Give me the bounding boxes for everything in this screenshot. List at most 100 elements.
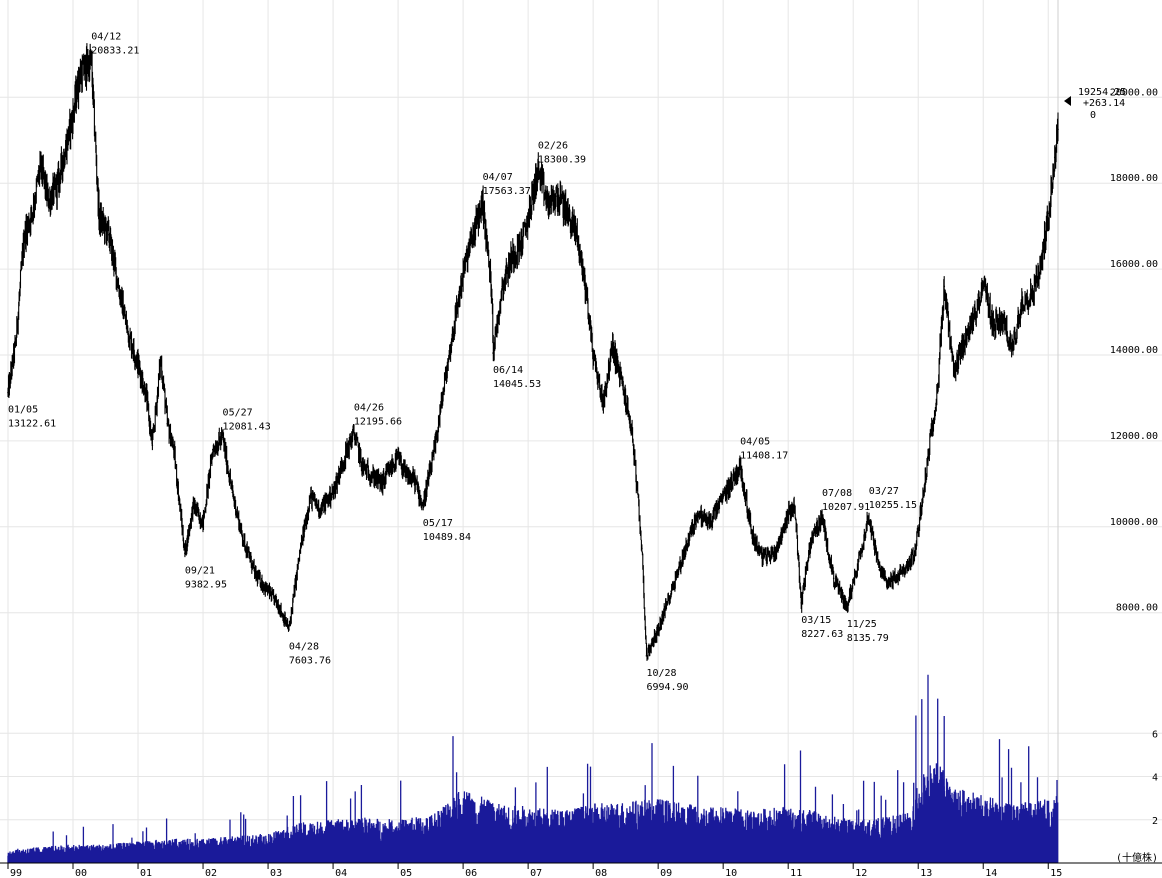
price-point <box>137 362 139 365</box>
price-point <box>491 298 494 300</box>
annotation-value: 7603.76 <box>289 656 331 667</box>
time-tick-label: 12 <box>855 868 867 878</box>
price-point <box>800 602 802 604</box>
price-series <box>7 43 1059 661</box>
time-tick-label: 10 <box>725 868 737 878</box>
price-point <box>868 515 870 517</box>
price-point <box>904 568 907 571</box>
price-point <box>332 491 334 494</box>
price-point <box>810 538 812 541</box>
price-point <box>1042 251 1044 253</box>
time-tick-label: 02 <box>205 868 217 878</box>
time-tick-label: 15 <box>1050 868 1062 878</box>
annotation-value: 10489.84 <box>423 532 471 543</box>
volume-axis: 2 4 6 (十億株) <box>1116 729 1158 864</box>
annotation-value: 10207.91 <box>822 502 870 513</box>
annotation-01-05: 01/05 13122.61 <box>8 405 56 430</box>
annotation-value: 12195.66 <box>354 416 402 427</box>
price-tick-label: 10000.00 <box>1110 517 1158 528</box>
price-point <box>381 483 383 485</box>
price-point <box>288 628 290 631</box>
price-point <box>878 568 881 571</box>
price-point <box>645 655 648 657</box>
annotation-date: 03/15 <box>801 615 831 626</box>
price-point <box>15 341 17 343</box>
price-point <box>127 332 130 335</box>
price-point <box>585 294 588 296</box>
annotation-07-08: 07/08 10207.91 <box>822 488 870 513</box>
price-point <box>481 201 484 203</box>
price-point <box>566 212 568 215</box>
annotation-02-26: 02/26 18300.39 <box>538 140 586 165</box>
price-point <box>641 547 643 550</box>
volume-unit-label: (十億株) <box>1116 851 1158 864</box>
price-point <box>722 495 724 498</box>
price-point <box>621 384 624 386</box>
price-point <box>696 513 698 515</box>
last-price-value: 19254.25 <box>1078 87 1126 98</box>
price-point <box>159 358 162 361</box>
price-point <box>1053 156 1056 159</box>
price-point <box>145 392 147 395</box>
annotation-04-28: 04/28 7603.76 <box>289 642 331 667</box>
last-price-change: +263.14 <box>1083 98 1125 109</box>
annotation-date: 03/27 <box>869 486 899 497</box>
annotation-date: 07/08 <box>822 488 852 499</box>
price-point <box>492 352 494 354</box>
price-point <box>511 255 513 258</box>
annotation-date: 04/28 <box>289 642 319 653</box>
price-point <box>192 504 195 507</box>
time-tick-label: 11 <box>790 868 802 878</box>
price-point <box>405 474 407 477</box>
price-point <box>254 573 256 575</box>
price-point <box>90 60 93 63</box>
annotation-value: 20833.21 <box>91 46 139 57</box>
price-point <box>277 603 279 605</box>
annotation-value: 12081.43 <box>223 421 271 432</box>
price-point <box>576 233 578 236</box>
price-point <box>953 375 955 378</box>
price-point <box>556 195 559 197</box>
time-tick-label: 00 <box>75 868 87 878</box>
annotation-value: 13122.61 <box>8 419 56 430</box>
price-point <box>1021 298 1024 300</box>
price-point <box>462 272 464 275</box>
time-tick-label: 99 <box>10 868 22 878</box>
price-point <box>845 606 848 608</box>
price-point <box>371 474 373 477</box>
price-point <box>982 281 985 283</box>
price-point <box>211 448 214 451</box>
price-point <box>390 465 393 468</box>
annotation-date: 06/14 <box>493 365 523 376</box>
price-point <box>433 452 435 455</box>
annotation-date: 11/25 <box>847 619 877 630</box>
time-tick-label: 08 <box>595 868 607 878</box>
price-tick-label: 18000.00 <box>1110 173 1158 184</box>
price-point <box>98 216 100 219</box>
price-point <box>202 521 204 524</box>
price-point <box>55 186 58 189</box>
volume-spikes <box>455 698 1030 863</box>
price-point <box>787 513 789 515</box>
annotation-10-28: 10/28 6994.90 <box>646 668 688 693</box>
price-point <box>1011 349 1014 352</box>
price-point <box>184 552 186 555</box>
price-point <box>319 508 321 511</box>
price-point <box>1031 294 1033 296</box>
price-point <box>78 75 81 77</box>
price-point <box>299 547 302 550</box>
price-tick-label: 20000.00 <box>1110 87 1158 98</box>
last-price-marker-icon <box>1064 96 1071 106</box>
price-tick-label: 12000.00 <box>1110 431 1158 442</box>
price-point <box>117 285 120 288</box>
last-price-extra: 0 <box>1090 110 1096 121</box>
price-point <box>936 384 939 386</box>
annotation-05-27: 05/27 12081.43 <box>223 407 271 432</box>
volume-tick-label: 4 <box>1152 773 1158 784</box>
price-point <box>413 478 416 481</box>
volume-bars <box>7 674 1059 863</box>
annotation-04-12: 04/12 20833.21 <box>91 32 139 57</box>
price-point <box>962 341 965 343</box>
